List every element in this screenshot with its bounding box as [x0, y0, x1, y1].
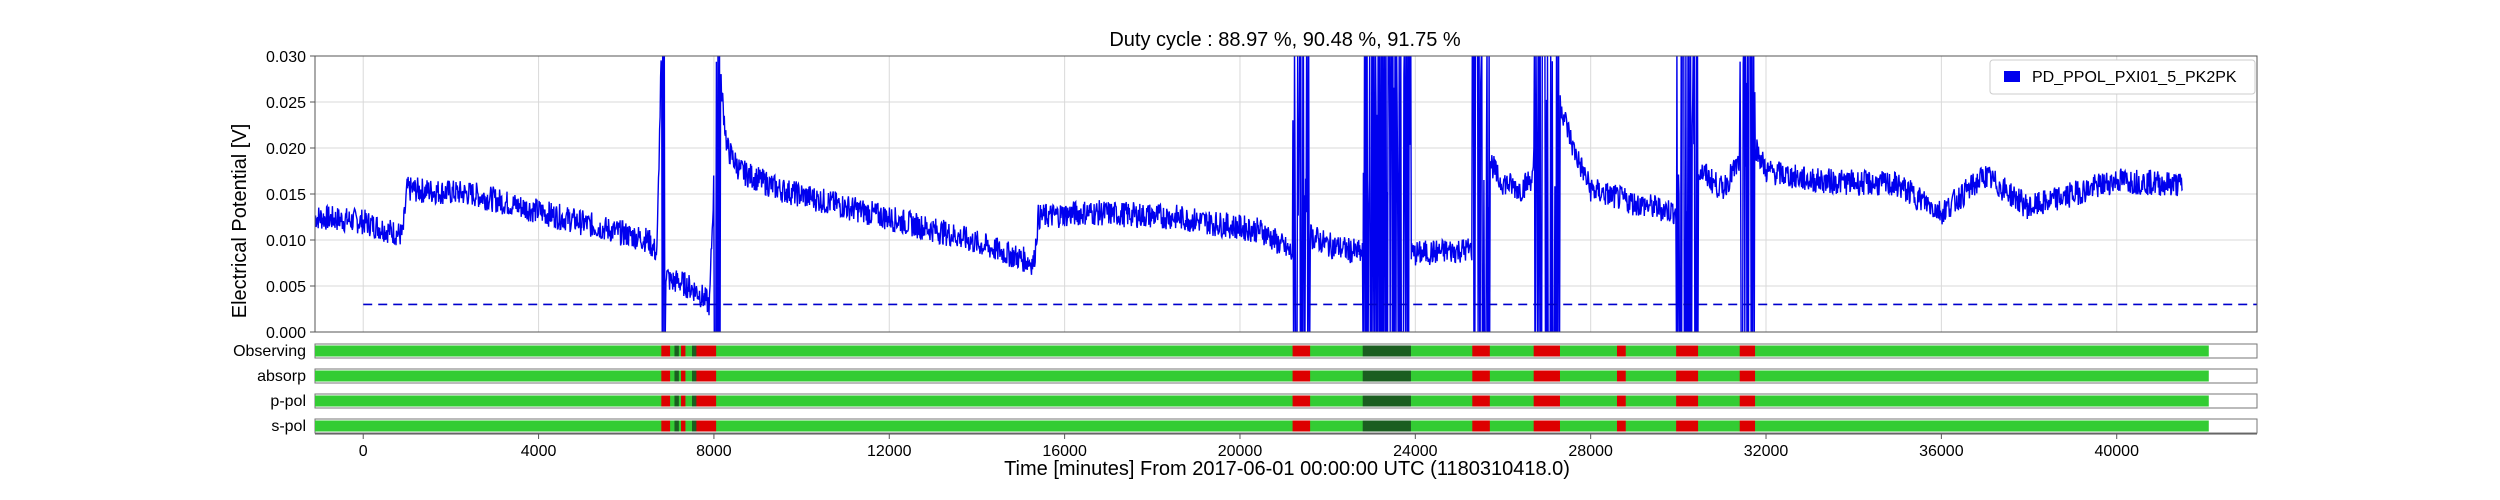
y-tick-label: 0.015 — [266, 187, 306, 204]
segment-inactive — [1533, 370, 1560, 382]
series-layer — [315, 56, 2257, 332]
segment-inactive — [1676, 345, 1699, 357]
series-line — [315, 56, 2183, 332]
segment-known — [1362, 345, 1411, 357]
x-tick-label: 20000 — [1218, 443, 1263, 460]
segment-inactive — [681, 370, 686, 382]
y-tick-label: 0.020 — [266, 141, 306, 158]
segment-inactive — [1533, 345, 1560, 357]
x-tick-label: 12000 — [867, 443, 912, 460]
segment-known — [1362, 370, 1411, 382]
segment-inactive — [661, 370, 671, 382]
segment-active — [315, 395, 2209, 407]
segment-known — [1362, 420, 1411, 432]
x-tick-label: 16000 — [1042, 443, 1087, 460]
segment-inactive — [696, 395, 717, 407]
segment-inactive — [1292, 395, 1311, 407]
segment-inactive — [696, 370, 717, 382]
segment-inactive — [661, 345, 671, 357]
y-tick-label: 0.005 — [266, 279, 306, 296]
segment-rows: Observing absorp p-pol s-pol 0 4000 8000 12000 1… — [233, 343, 2258, 460]
segment-inactive — [1676, 395, 1699, 407]
segment-inactive — [1616, 345, 1626, 357]
segment-known — [1362, 395, 1411, 407]
segment-inactive — [1676, 420, 1699, 432]
x-tick-label: 4000 — [521, 443, 557, 460]
x-tick-label: 8000 — [696, 443, 732, 460]
segment-active — [315, 370, 2209, 382]
segment-inactive — [1616, 420, 1626, 432]
segment-known — [674, 370, 679, 382]
y-tick-label: 0.010 — [266, 233, 306, 250]
segment-active — [315, 420, 2209, 432]
segment-inactive — [1739, 420, 1756, 432]
segment-inactive — [1472, 420, 1490, 432]
segment-inactive — [1739, 345, 1756, 357]
x-axis-label: Time [minutes] From 2017-06-01 00:00:00 … — [1004, 458, 1570, 480]
segment-known — [674, 420, 679, 432]
y-tick-label: 0.025 — [266, 95, 306, 112]
x-tick-label: 0 — [359, 443, 368, 460]
segment-inactive — [1616, 395, 1626, 407]
x-tick-label: 32000 — [1744, 443, 1789, 460]
segment-inactive — [1292, 370, 1311, 382]
x-tick-label: 28000 — [1568, 443, 1613, 460]
segment-inactive — [1533, 395, 1560, 407]
segment-inactive — [1616, 370, 1626, 382]
segment-inactive — [1472, 345, 1490, 357]
segment-row-label: s-pol — [271, 418, 306, 435]
chart-title: Duty cycle : 88.97 %, 90.48 %, 91.75 % — [1109, 29, 1461, 51]
segment-inactive — [1676, 370, 1699, 382]
legend-swatch — [2004, 71, 2020, 82]
segment-row-label: Observing — [233, 343, 306, 360]
x-tick-label: 36000 — [1919, 443, 1964, 460]
segment-active — [315, 345, 2209, 357]
legend: PD_PPOL_PXI01_5_PK2PK — [1989, 59, 2256, 95]
segment-inactive — [661, 420, 671, 432]
segment-known — [674, 395, 679, 407]
segment-inactive — [681, 395, 686, 407]
y-tick-label: 0.000 — [266, 325, 306, 342]
segment-inactive — [681, 345, 686, 357]
segment-inactive — [696, 345, 717, 357]
legend-label: PD_PPOL_PXI01_5_PK2PK — [2032, 69, 2237, 86]
segment-inactive — [1533, 420, 1560, 432]
x-tick-label: 24000 — [1393, 443, 1438, 460]
segment-inactive — [696, 420, 717, 432]
segment-inactive — [1292, 420, 1311, 432]
axes: 0.000 0.005 0.010 0.015 0.020 0.025 0.030 — [266, 49, 2258, 342]
segment-inactive — [1739, 370, 1756, 382]
x-tick-label: 40000 — [2094, 443, 2139, 460]
segment-inactive — [1472, 370, 1490, 382]
segment-row-label: p-pol — [270, 393, 306, 410]
segment-row-label: absorp — [257, 368, 306, 385]
y-axis-label: Electrical Potential [V] — [229, 124, 251, 319]
segment-inactive — [661, 395, 671, 407]
legend-box — [1989, 59, 2256, 95]
segment-known — [674, 345, 679, 357]
grid — [315, 55, 2257, 333]
segment-inactive — [1292, 345, 1311, 357]
y-tick-label: 0.030 — [266, 49, 306, 66]
segment-inactive — [1472, 395, 1490, 407]
segment-inactive — [681, 420, 686, 432]
segment-inactive — [1739, 395, 1756, 407]
